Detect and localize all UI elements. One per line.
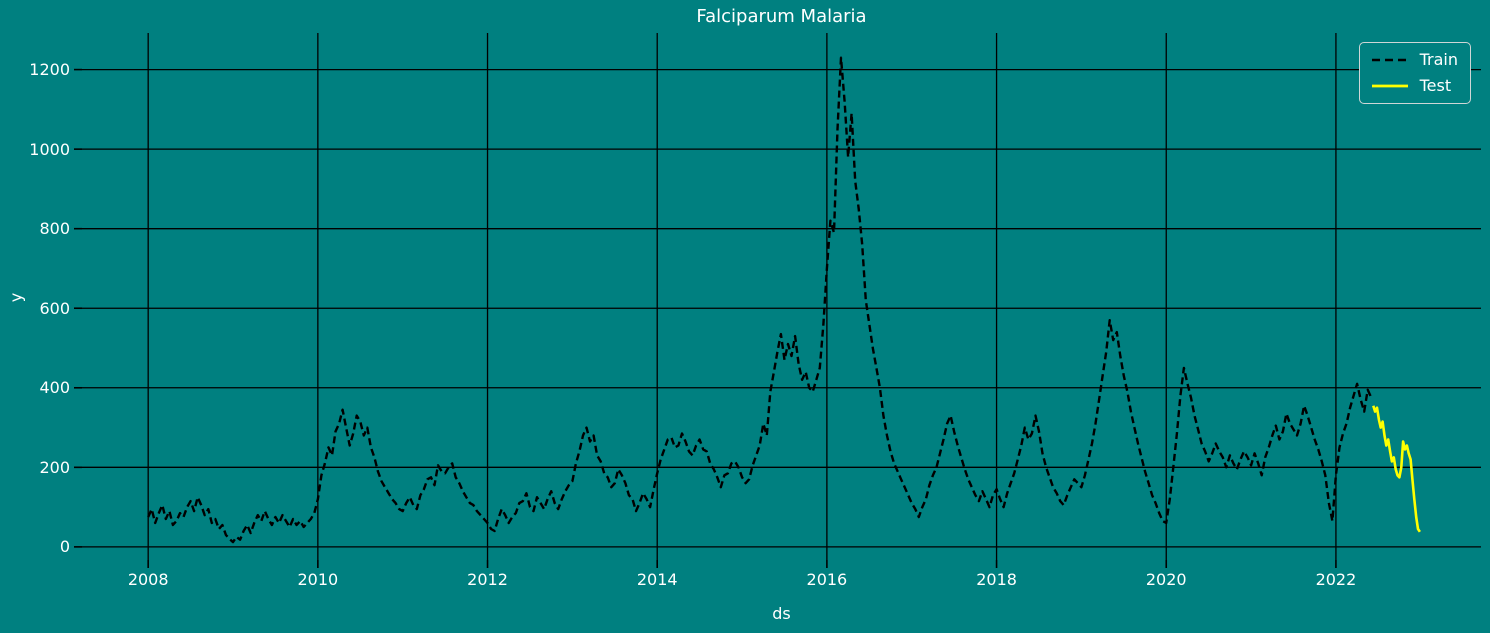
train-series-line xyxy=(147,56,1373,544)
train-line-swatch-icon xyxy=(1371,58,1408,61)
y-axis-label: y xyxy=(6,292,26,303)
legend-label-test: Test xyxy=(1419,76,1452,95)
test-series-line xyxy=(1372,405,1421,533)
legend-label-train: Train xyxy=(1419,50,1458,69)
test-line-swatch-icon xyxy=(1371,84,1408,87)
x-axis-label: ds xyxy=(772,604,791,623)
legend-item-train: Train xyxy=(1370,50,1458,69)
legend-item-test: Test xyxy=(1370,76,1458,95)
chart-title: Falciparum Malaria xyxy=(696,6,867,27)
legend: Train Test xyxy=(1358,42,1471,104)
